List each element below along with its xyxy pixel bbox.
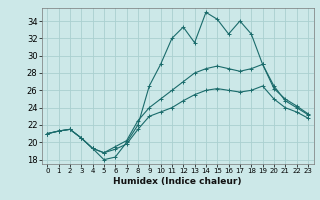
X-axis label: Humidex (Indice chaleur): Humidex (Indice chaleur) bbox=[113, 177, 242, 186]
